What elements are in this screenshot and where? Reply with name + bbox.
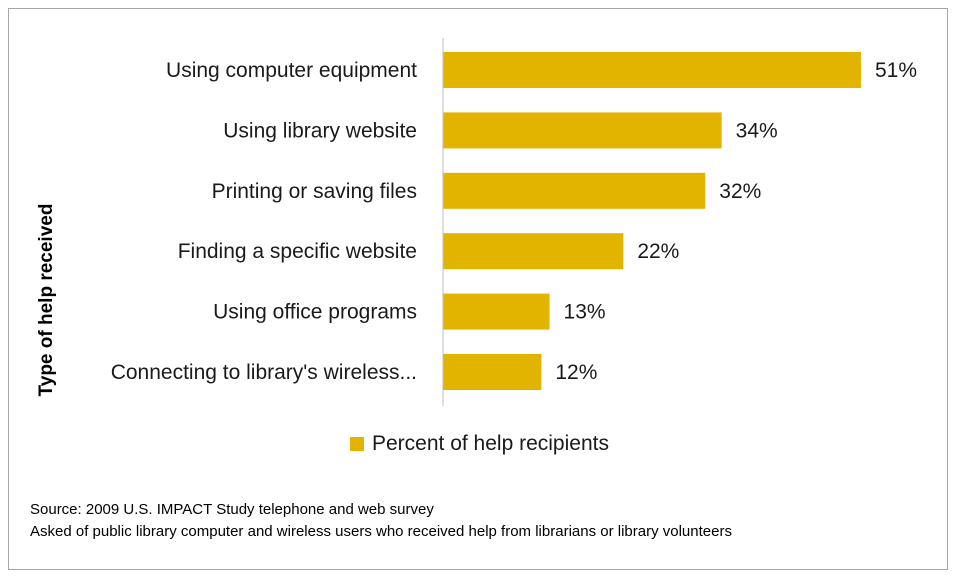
- category-label-0: Using computer equipment: [166, 59, 417, 82]
- legend-label: Percent of help recipients: [372, 432, 609, 455]
- category-label-5: Connecting to library's wireless...: [111, 361, 417, 384]
- bar-4: [443, 293, 550, 330]
- bar-3: [443, 233, 624, 270]
- value-label-2: 32%: [719, 180, 761, 203]
- category-label-1: Using library website: [223, 119, 417, 142]
- category-label-4: Using office programs: [213, 301, 417, 324]
- bars-layer: Using computer equipment 51% Using library…: [111, 52, 917, 390]
- bar-2: [443, 172, 706, 209]
- category-label-3: Finding a specific website: [178, 240, 417, 263]
- bar-0: [443, 52, 861, 88]
- bar-1: [443, 112, 722, 149]
- source-note: Source: 2009 U.S. IMPACT Study telephone…: [30, 501, 434, 518]
- category-label-2: Printing or saving files: [212, 180, 417, 203]
- legend: Percent of help recipients: [350, 432, 609, 456]
- value-label-5: 12%: [555, 361, 597, 384]
- bar-5: [443, 354, 542, 390]
- chart-frame: [8, 8, 948, 570]
- y-axis-title: Type of help received: [36, 204, 57, 397]
- value-label-1: 34%: [736, 119, 778, 142]
- value-label-4: 13%: [564, 301, 606, 324]
- legend-swatch: [350, 437, 364, 451]
- description-note: Asked of public library computer and wir…: [30, 523, 732, 540]
- value-label-3: 22%: [637, 240, 679, 263]
- value-label-0: 51%: [875, 59, 917, 82]
- chart-notes: Source: 2009 U.S. IMPACT Study telephone…: [30, 499, 910, 543]
